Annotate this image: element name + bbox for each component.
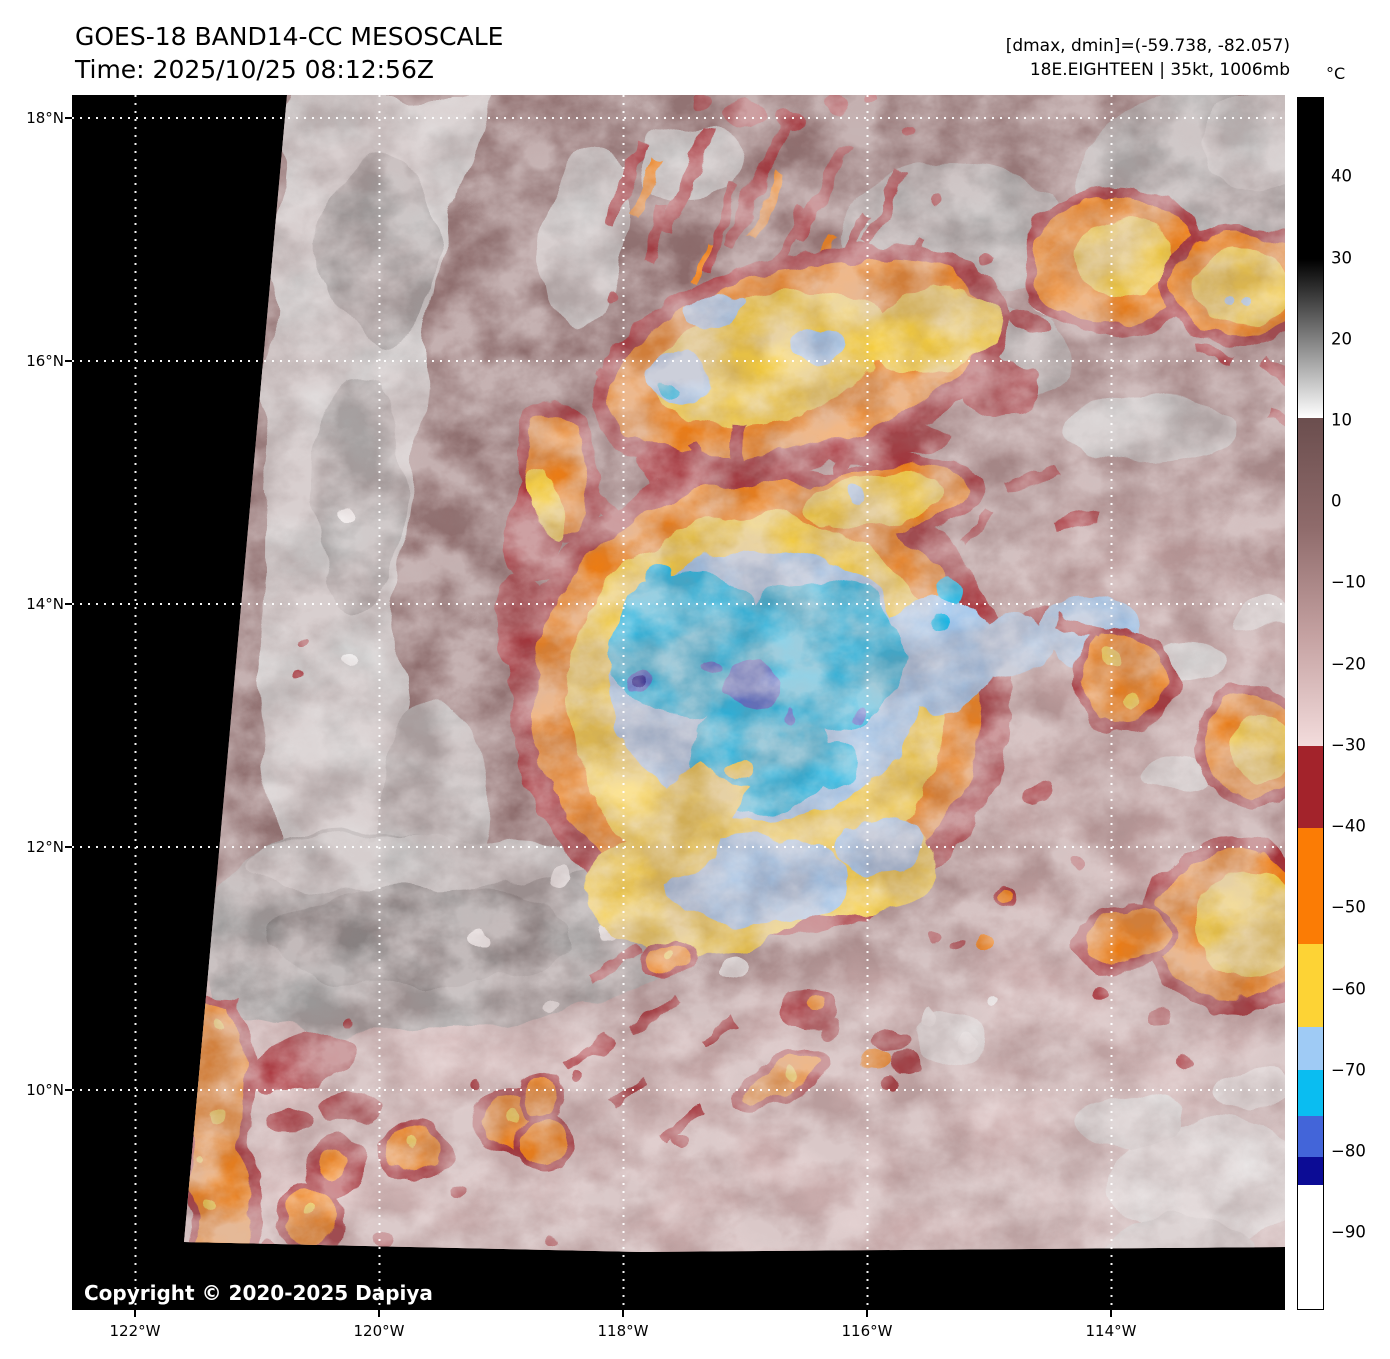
colorbar-seg-cyan — [1298, 1070, 1323, 1116]
colorbar-tick: 30 — [1331, 248, 1352, 268]
y-tickmark — [65, 117, 72, 119]
satellite-map: Copyright © 2020-2025 Dapiya — [72, 95, 1285, 1310]
dmax-dmin-annotation: [dmax, dmin]=(-59.738, -82.057) — [1005, 36, 1290, 56]
y-axis-label: 18°N — [26, 109, 64, 127]
colorbar-tick: −80 — [1331, 1141, 1366, 1161]
colorbar-tick: −60 — [1331, 979, 1366, 999]
satellite-imagery — [72, 95, 1285, 1310]
colorbar-tick: 40 — [1331, 166, 1352, 186]
y-axis-label: 10°N — [26, 1081, 64, 1099]
colorbar-seg-black — [1298, 98, 1323, 259]
colorbar — [1297, 97, 1324, 1310]
colorbar-seg-royal — [1298, 1116, 1323, 1157]
colorbar-tick: −30 — [1331, 735, 1366, 755]
texture-light — [184, 95, 1285, 1252]
colorbar-seg-orange — [1298, 828, 1323, 944]
x-axis-label: 120°W — [353, 1322, 405, 1340]
colorbar-tick: −10 — [1331, 572, 1366, 592]
colorbar-seg-white — [1298, 1185, 1323, 1309]
x-axis-label: 118°W — [597, 1322, 649, 1340]
colorbar-seg-gray-gradient — [1298, 259, 1323, 418]
colorbar-tick: 20 — [1331, 329, 1352, 349]
colorbar-tick: −90 — [1331, 1222, 1366, 1242]
colorbar-seg-mauve-gradient — [1298, 418, 1323, 746]
colorbar-tick: −70 — [1331, 1060, 1366, 1080]
x-axis-label: 122°W — [109, 1322, 161, 1340]
storm-info-annotation: 18E.EIGHTEEN | 35kt, 1006mb — [1029, 60, 1290, 80]
y-tickmark — [65, 360, 72, 362]
colorbar-seg-navy — [1298, 1157, 1323, 1185]
x-tickmark — [866, 1310, 868, 1317]
x-tickmark — [134, 1310, 136, 1317]
page-title: GOES-18 BAND14-CC MESOSCALE — [75, 22, 504, 51]
y-axis-label: 16°N — [26, 352, 64, 370]
colorbar-seg-paleblue — [1298, 1027, 1323, 1070]
colorbar-tick: −20 — [1331, 654, 1366, 674]
y-axis-label: 12°N — [26, 838, 64, 856]
colorbar-seg-yellow — [1298, 944, 1323, 1027]
colorbar-tick: −40 — [1331, 816, 1366, 836]
colorbar-unit-label: °C — [1326, 64, 1346, 83]
x-axis-label: 116°W — [841, 1322, 893, 1340]
timestamp: Time: 2025/10/25 08:12:56Z — [75, 55, 434, 84]
colorbar-tick: 10 — [1331, 410, 1352, 430]
copyright-watermark: Copyright © 2020-2025 Dapiya — [84, 1281, 433, 1305]
x-axis-label: 114°W — [1085, 1322, 1137, 1340]
y-axis-label: 14°N — [26, 595, 64, 613]
y-tickmark — [65, 846, 72, 848]
colorbar-tick: 0 — [1331, 491, 1342, 511]
x-tickmark — [378, 1310, 380, 1317]
data-swath — [184, 95, 1285, 1252]
colorbar-tick: −50 — [1331, 897, 1366, 917]
x-tickmark — [1110, 1310, 1112, 1317]
x-tickmark — [622, 1310, 624, 1317]
colorbar-seg-brick — [1298, 746, 1323, 828]
y-tickmark — [65, 603, 72, 605]
y-tickmark — [65, 1089, 72, 1091]
